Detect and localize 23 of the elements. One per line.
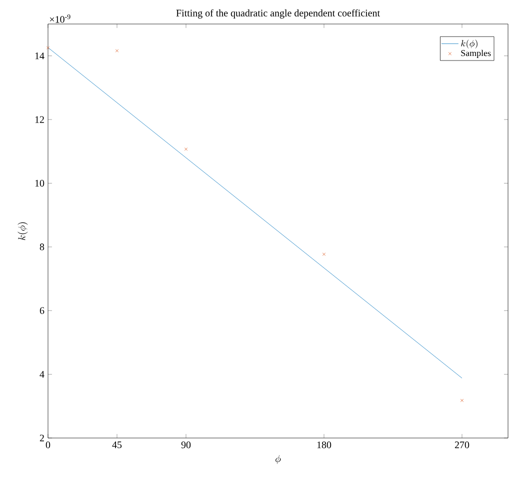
x-axis-title: $\phi$ — [276, 455, 281, 464]
x-tick-label: 270 — [454, 442, 470, 448]
legend-label: $k(\phi)$ — [461, 40, 478, 49]
x-tick-label: 45 — [112, 442, 122, 448]
x-tick-label: 180 — [317, 442, 332, 448]
point — [322, 252, 326, 256]
y-tick-label: 2 — [40, 434, 44, 442]
x-tick-label: 90 — [181, 442, 191, 448]
y-tick-label: 8 — [40, 244, 44, 250]
point — [184, 148, 188, 151]
y-tick-label: 4 — [40, 371, 44, 378]
y-tick-label: 14 — [35, 52, 44, 60]
point — [46, 46, 50, 50]
point — [460, 398, 464, 402]
chart-title: Fitting of the quadratic angle dependent coefficient — [176, 9, 380, 18]
legend-label: Samples — [461, 50, 491, 58]
y-axis-title: $k(\phi)$ — [18, 222, 28, 240]
text: ×10$^{-9}$ — [50, 14, 70, 23]
point — [115, 49, 119, 52]
y-tick-label: 12 — [35, 116, 44, 123]
y-tick-label: 6 — [40, 307, 44, 314]
y-tick-label: 10 — [35, 180, 44, 187]
x-tick-label: 0 — [46, 442, 50, 448]
